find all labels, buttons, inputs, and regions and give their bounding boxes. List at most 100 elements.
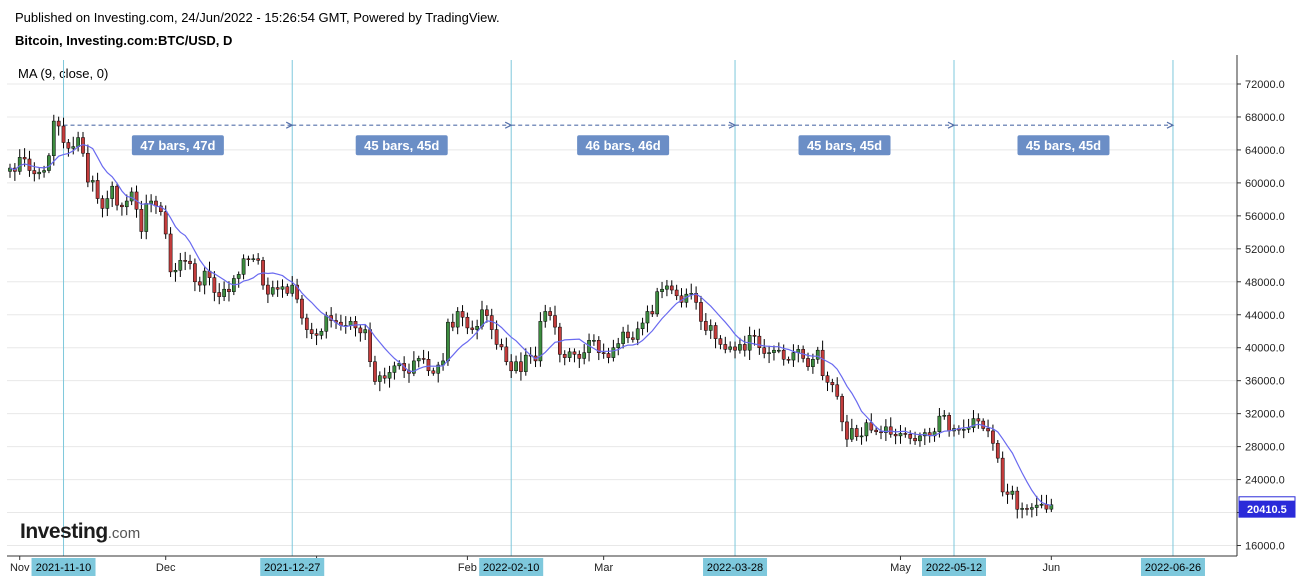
candle-down (893, 433, 898, 437)
date-marker-box (703, 558, 768, 576)
candle-up (918, 435, 922, 442)
candle-up (655, 291, 660, 315)
candle-down (1005, 491, 1010, 495)
candle-down (426, 359, 431, 372)
candle-up (397, 363, 402, 367)
date-marker-label: 2022-03-28 (707, 562, 763, 574)
candle-down (485, 309, 489, 316)
candle-down (626, 331, 630, 339)
candle-up (616, 343, 621, 348)
candle-up (392, 365, 397, 373)
candle-up (849, 428, 854, 440)
candle-up (324, 315, 329, 332)
candle-up (270, 287, 275, 295)
candle-down (820, 349, 825, 376)
candle-up (776, 349, 781, 352)
candle-down (733, 346, 737, 351)
candle-down (630, 337, 635, 340)
candle-down (947, 415, 951, 432)
candle-up (363, 329, 368, 334)
candle-down (1015, 490, 1020, 510)
candle-up (377, 375, 382, 382)
y-tick-label: 28000.0 (1245, 442, 1285, 454)
candle-up (1049, 504, 1054, 510)
candle-down (266, 284, 270, 295)
candle-up (937, 415, 942, 433)
candle-down (669, 285, 674, 291)
y-tick-label: 24000.0 (1245, 475, 1285, 487)
candle-down (986, 428, 990, 432)
candle-down (908, 433, 913, 439)
candle-down (494, 329, 499, 345)
candle-up (884, 426, 888, 433)
candle-down (275, 287, 280, 290)
candle-down (256, 258, 261, 261)
candle-down (217, 292, 222, 297)
candle-up (149, 200, 153, 204)
date-marker-label: 2022-05-12 (926, 562, 982, 574)
candle-up (1020, 508, 1024, 510)
candle-down (596, 340, 601, 353)
candle-up (387, 372, 392, 379)
candle-down (713, 325, 718, 339)
x-month-label: May (890, 562, 911, 574)
candle-up (738, 344, 742, 351)
candle-down (1025, 508, 1029, 510)
candle-down (606, 353, 611, 358)
candle-down (903, 433, 908, 435)
candle-up (898, 433, 903, 437)
date-marker-box (260, 558, 325, 576)
candle-up (251, 258, 256, 260)
candle-down (562, 354, 567, 358)
candle-up (236, 274, 241, 279)
candle-down (499, 344, 504, 348)
ma-line (9, 143, 1052, 506)
candle-down (762, 347, 767, 354)
candle-up (864, 422, 869, 437)
candle-down (913, 438, 917, 442)
candle-down (699, 302, 703, 322)
range-label-box (1017, 135, 1110, 156)
y-tick-label: 60000.0 (1245, 178, 1285, 190)
candle-up (222, 288, 226, 297)
candle-down (830, 382, 835, 386)
candle-down (183, 260, 188, 262)
candle-down (212, 277, 217, 293)
candle-down (504, 346, 509, 362)
candle-down (285, 286, 290, 294)
candle-up (708, 325, 713, 331)
candle-up (791, 352, 796, 361)
range-label-box (355, 135, 448, 156)
candle-down (509, 361, 514, 372)
date-marker-box (922, 558, 987, 576)
moving-average-line (9, 143, 1052, 506)
candle-up (17, 157, 22, 172)
candle-down (835, 384, 840, 397)
range-label-box (577, 135, 670, 156)
candle-up (90, 180, 95, 183)
bar-range-measures: 47 bars, 47d 45 bars, 45d 46 bars, 46d 45 b… (63, 121, 1175, 156)
candle-down (139, 209, 144, 232)
candle-up (767, 352, 771, 354)
candle-down (723, 344, 728, 350)
candle-up (1010, 490, 1015, 495)
candle-up (640, 322, 645, 330)
candle-down (197, 281, 202, 286)
candle-up (1034, 504, 1039, 508)
candle-down (825, 375, 830, 383)
candle-down (806, 358, 810, 367)
candle-down (854, 428, 859, 437)
candle-down (995, 443, 1000, 459)
candle-up (514, 361, 518, 372)
candle-down (845, 421, 849, 440)
candle-up (51, 120, 56, 156)
candle-down (300, 298, 304, 319)
candle-up (971, 418, 976, 428)
date-marker-box (31, 558, 96, 576)
candle-up (772, 349, 776, 353)
axes: 16000.020000.024000.028000.032000.036000… (7, 55, 1296, 576)
candle-down (86, 152, 90, 183)
x-month-label: Feb (458, 562, 477, 574)
candle-up (660, 288, 664, 292)
